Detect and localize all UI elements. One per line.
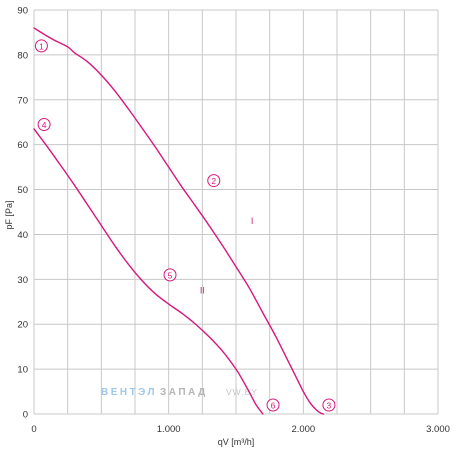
- region-label: II: [200, 286, 205, 296]
- x-tick-label: 3.000: [426, 424, 450, 435]
- watermark-part-1: ВЕНТЭЛ: [101, 387, 157, 398]
- point-marker-6: 6: [266, 398, 280, 412]
- point-marker-label: 5: [168, 270, 173, 280]
- x-axis-label: qV [m³/h]: [218, 437, 255, 447]
- point-markers: 1 2 3 4 5 6: [34, 39, 336, 412]
- y-tick-label: 70: [17, 95, 28, 106]
- watermark-part-2: ЗАПАД: [160, 387, 208, 398]
- y-tick-label: 50: [17, 185, 28, 196]
- point-marker-label: 1: [39, 41, 44, 51]
- point-marker-label: 4: [42, 120, 47, 130]
- y-tick-label: 20: [17, 320, 28, 331]
- point-marker-circle: [207, 174, 221, 188]
- point-marker-label: 6: [271, 401, 276, 411]
- x-axis-ticks: 0 1.000 2.000 3.000: [31, 424, 450, 435]
- watermark: ВЕНТЭЛ ЗАПАД VW.BY: [101, 387, 258, 398]
- y-tick-label: 60: [17, 140, 28, 151]
- y-axis-ticks: 0 10 20 30 40 50 60 70 80 90: [17, 6, 28, 421]
- grid: [33, 9, 439, 415]
- y-tick-label: 80: [17, 50, 28, 61]
- y-tick-label: 10: [17, 365, 28, 376]
- watermark-part-3: VW.BY: [226, 387, 258, 397]
- point-marker-label: 2: [211, 176, 216, 186]
- series: [33, 27, 325, 415]
- point-marker-circle: [34, 39, 48, 53]
- point-marker-circle: [37, 117, 51, 131]
- x-tick-label: 1.000: [157, 424, 181, 435]
- point-marker-circle: [163, 268, 177, 282]
- y-tick-label: 90: [17, 6, 28, 17]
- point-marker-3: 3: [322, 398, 336, 412]
- x-tick-label: 2.000: [291, 424, 315, 435]
- point-marker-circle: [266, 398, 280, 412]
- x-tick-label: 0: [31, 424, 36, 435]
- point-marker-1: 1: [34, 39, 48, 53]
- series-line-2: [33, 128, 264, 415]
- point-marker-2: 2: [207, 174, 221, 188]
- point-marker-circle: [322, 398, 336, 412]
- point-marker-5: 5: [163, 268, 177, 282]
- y-axis-label: pF [Pa]: [4, 200, 14, 229]
- y-tick-label: 30: [17, 275, 28, 286]
- series-line-1: [33, 27, 325, 415]
- y-tick-label: 0: [23, 410, 28, 421]
- y-tick-label: 40: [17, 230, 28, 241]
- point-marker-label: 3: [327, 401, 332, 411]
- region-label: I: [251, 216, 254, 226]
- region-labels: III: [200, 216, 254, 296]
- point-marker-4: 4: [37, 117, 51, 131]
